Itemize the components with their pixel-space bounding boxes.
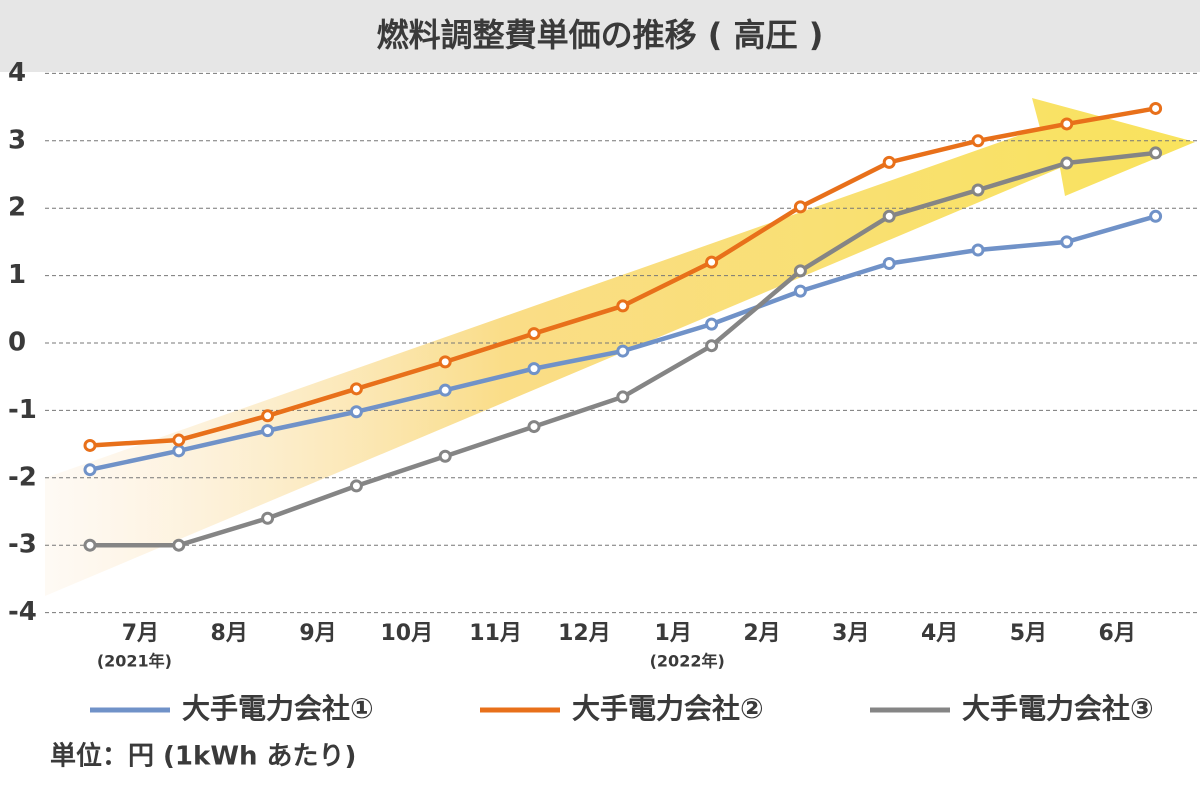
legend-label: 大手電力会社① <box>182 692 374 725</box>
data-point <box>172 433 186 447</box>
data-point <box>1149 146 1163 160</box>
data-point <box>705 317 719 331</box>
chart-title: 燃料調整費単価の推移 ( 高圧 ) <box>377 16 824 54</box>
data-point <box>793 264 807 278</box>
y-tick-label: 1 <box>8 260 26 290</box>
x-tick-label: 9月 <box>299 621 336 646</box>
data-point <box>438 383 452 397</box>
data-point <box>1060 235 1074 249</box>
x-tick-label: 2月 <box>743 621 780 646</box>
y-tick-label: -2 <box>8 462 37 492</box>
x-tick-label: 8月 <box>211 621 248 646</box>
data-point <box>705 255 719 269</box>
data-point <box>438 449 452 463</box>
data-point <box>438 355 452 369</box>
data-point <box>83 438 97 452</box>
legend-label: 大手電力会社③ <box>962 692 1154 725</box>
data-point <box>349 382 363 396</box>
y-tick-label: 2 <box>8 193 26 223</box>
x-tick-label: 5月 <box>1010 621 1047 646</box>
y-tick-label: 4 <box>8 58 26 88</box>
title-bar <box>0 0 1200 72</box>
data-point <box>1149 101 1163 115</box>
x-tick-label: 10月 <box>380 621 433 646</box>
y-tick-label: -3 <box>8 530 37 560</box>
y-tick-label: 3 <box>8 125 26 155</box>
year-annotation: (2022年) <box>650 652 725 671</box>
data-point <box>1060 117 1074 131</box>
data-point <box>882 256 896 270</box>
data-point <box>705 339 719 353</box>
data-point <box>971 183 985 197</box>
x-tick-label: 1月 <box>655 621 692 646</box>
data-point <box>793 284 807 298</box>
x-tick-label: 7月 <box>122 621 159 646</box>
data-point <box>616 344 630 358</box>
y-tick-label: 0 <box>8 328 26 358</box>
data-point <box>261 409 275 423</box>
data-point <box>971 134 985 148</box>
data-point <box>83 538 97 552</box>
data-point <box>1149 209 1163 223</box>
y-tick-label: -4 <box>8 597 37 627</box>
data-point <box>172 444 186 458</box>
data-point <box>261 511 275 525</box>
data-point <box>793 200 807 214</box>
data-point <box>261 424 275 438</box>
data-point <box>349 479 363 493</box>
data-point <box>527 327 541 341</box>
data-point <box>172 538 186 552</box>
data-point <box>527 362 541 376</box>
data-point <box>527 420 541 434</box>
data-point <box>1060 156 1074 170</box>
x-tick-label: 4月 <box>921 621 958 646</box>
x-tick-label: 11月 <box>469 621 522 646</box>
data-point <box>349 405 363 419</box>
data-point <box>882 155 896 169</box>
x-tick-label: 12月 <box>558 621 611 646</box>
year-annotation: (2021年) <box>97 652 172 671</box>
y-tick-label: -1 <box>8 395 37 425</box>
data-point <box>83 463 97 477</box>
data-point <box>882 209 896 223</box>
legend-label: 大手電力会社② <box>572 692 764 725</box>
data-point <box>616 390 630 404</box>
data-point <box>971 243 985 257</box>
x-tick-label: 3月 <box>832 621 869 646</box>
data-point <box>616 299 630 313</box>
unit-note: 単位：円 (1kWh あたり) <box>50 741 356 772</box>
x-tick-label: 6月 <box>1099 621 1136 646</box>
